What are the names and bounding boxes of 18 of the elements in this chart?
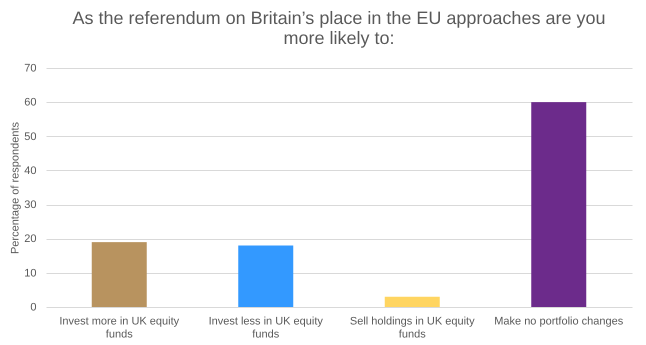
y-tick-label: 60 bbox=[24, 96, 36, 109]
x-tick-label: Invest more in UK equity funds bbox=[59, 316, 180, 340]
y-tick-label: 70 bbox=[24, 62, 36, 74]
y-tick-label: 20 bbox=[24, 233, 36, 246]
y-tick-label: 10 bbox=[24, 267, 36, 280]
x-tick-label: Make no portfolio changes bbox=[494, 316, 624, 328]
y-tick-label: 30 bbox=[24, 199, 36, 212]
y-tick-label: 40 bbox=[24, 164, 36, 177]
y-axis-title: Percentage of respondents bbox=[9, 121, 22, 254]
x-tick-label: Invest less in UK equity funds bbox=[208, 316, 324, 340]
chart-title: As the referendum on Britain’s place in the EU approaches are you more likely to: bbox=[72, 8, 606, 48]
y-tick-label: 0 bbox=[30, 302, 36, 314]
bar bbox=[92, 242, 147, 307]
x-tick-label: Sell holdings in UK equity funds bbox=[350, 316, 476, 340]
bar bbox=[531, 102, 586, 307]
bar bbox=[238, 246, 294, 307]
bar bbox=[384, 296, 440, 307]
y-tick-label: 50 bbox=[24, 130, 36, 143]
